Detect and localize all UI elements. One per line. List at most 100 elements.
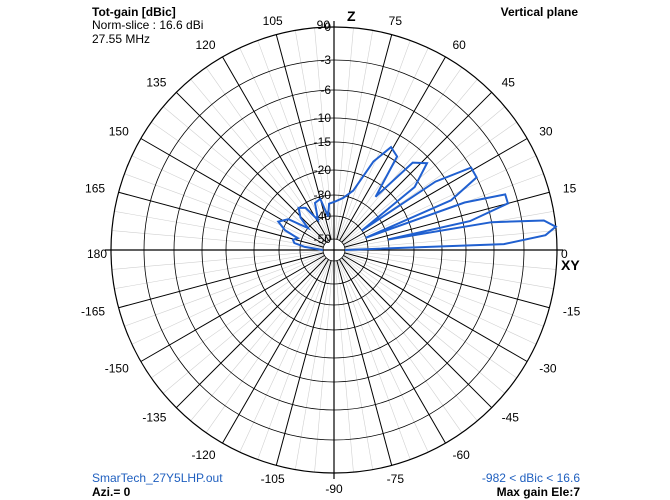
spoke-minor: [151, 256, 326, 379]
spoke-major: [339, 259, 446, 444]
spoke-minor: [114, 210, 324, 249]
spoke-minor: [337, 260, 411, 460]
spoke-minor: [338, 47, 429, 241]
angle-label: 90: [317, 18, 331, 32]
spoke-minor: [342, 106, 506, 244]
spoke-major: [275, 34, 332, 240]
spoke-minor: [294, 260, 333, 470]
ring-label: -10: [314, 111, 332, 125]
spoke-major: [336, 34, 393, 240]
gain-ring: [225, 141, 443, 359]
angle-label: 105: [263, 14, 283, 28]
spoke-major: [341, 91, 493, 243]
gain-ring: [253, 169, 415, 331]
angle-label: 75: [389, 14, 403, 28]
gain-ring: [173, 89, 495, 411]
spoke-minor: [151, 121, 326, 244]
norm-slice-label: Norm-slice : 16.6 dBi: [92, 18, 203, 32]
spoke-minor: [344, 230, 557, 250]
gain-rings: [110, 26, 558, 474]
chart-title: Tot-gain [dBic]: [92, 5, 176, 19]
range-label: -982 < dBic < 16.6: [482, 471, 580, 485]
spoke-minor: [338, 259, 429, 453]
spoke-minor: [111, 250, 324, 270]
max-gain-label: Max gain Ele:7: [497, 485, 581, 499]
angle-label: 15: [563, 182, 577, 196]
angle-label: 120: [195, 38, 215, 52]
spoke-minor: [343, 155, 537, 246]
ring-label: -3: [320, 53, 331, 67]
spoke-major: [222, 259, 329, 444]
spoke-minor: [342, 256, 517, 379]
spoke-major: [344, 252, 550, 309]
spoke-minor: [344, 251, 554, 290]
spoke-major: [344, 191, 550, 248]
angle-label: -105: [261, 472, 285, 486]
z-axis-label: Z: [347, 8, 356, 24]
spoke-minor: [340, 258, 463, 433]
spoke-minor: [335, 260, 374, 470]
angle-label: 180: [87, 247, 107, 261]
angle-label: 60: [453, 38, 467, 52]
spoke-minor: [190, 258, 328, 422]
gain-ring: [201, 117, 467, 383]
spoke-minor: [124, 253, 324, 327]
angle-labels: 0153045607590105120135150165180-165-150-…: [81, 14, 581, 496]
gain-ring: [278, 194, 390, 306]
ring-label: -15: [314, 135, 332, 149]
angle-label: -150: [105, 362, 129, 376]
angle-label: -120: [191, 448, 215, 462]
angle-label: -90: [325, 482, 343, 496]
plane-label: Vertical plane: [501, 5, 579, 19]
angle-label: -45: [502, 411, 520, 425]
spoke-major: [336, 260, 393, 466]
gain-ring: [143, 59, 525, 441]
angle-label: 45: [502, 75, 516, 89]
spoke-major: [118, 191, 324, 248]
angle-label: 150: [109, 125, 129, 139]
spoke-major: [343, 138, 528, 245]
spoke-minor: [239, 47, 330, 241]
spoke-minor: [205, 67, 328, 242]
spoke-minor: [342, 256, 506, 394]
spoke-minor: [257, 40, 331, 240]
pattern-trace: [276, 145, 558, 251]
spoke-minor: [344, 250, 557, 270]
angle-label: 135: [146, 75, 166, 89]
angle-label: 165: [85, 182, 105, 196]
angle-label: -60: [453, 448, 471, 462]
spoke-major: [275, 260, 332, 466]
spoke-minor: [334, 260, 354, 473]
spoke-minor: [131, 155, 325, 246]
angle-label: -135: [142, 411, 166, 425]
spoke-minor: [257, 260, 331, 460]
angle-label: -30: [539, 362, 557, 376]
filename-label: SmarTech_27Y5LHP.out: [92, 471, 223, 485]
spoke-minor: [205, 258, 328, 433]
spoke-minor: [340, 78, 478, 242]
spoke-major: [140, 138, 325, 245]
spoke-minor: [335, 30, 374, 240]
spoke-minor: [190, 78, 328, 242]
xy-axis-label: XY: [561, 257, 580, 273]
spoke-minor: [294, 30, 333, 240]
spoke-major: [222, 56, 329, 241]
angle-label: -165: [81, 304, 105, 318]
spoke-minor: [340, 258, 478, 422]
spoke-minor: [162, 106, 326, 244]
frequency-label: 27.55 MHz: [92, 32, 150, 46]
spoke-major: [341, 257, 493, 409]
spoke-minor: [344, 253, 544, 327]
spoke-minor: [314, 260, 334, 473]
spoke-minor: [239, 259, 330, 453]
spoke-minor: [131, 254, 325, 345]
spoke-major: [118, 252, 324, 309]
spoke-major: [140, 255, 325, 362]
ring-label: -6: [320, 83, 331, 97]
spoke-minor: [337, 40, 411, 240]
ring-label: -20: [314, 163, 332, 177]
spoke-minor: [343, 254, 537, 345]
ring-label: -50: [314, 232, 332, 246]
spoke-minor: [114, 251, 324, 290]
